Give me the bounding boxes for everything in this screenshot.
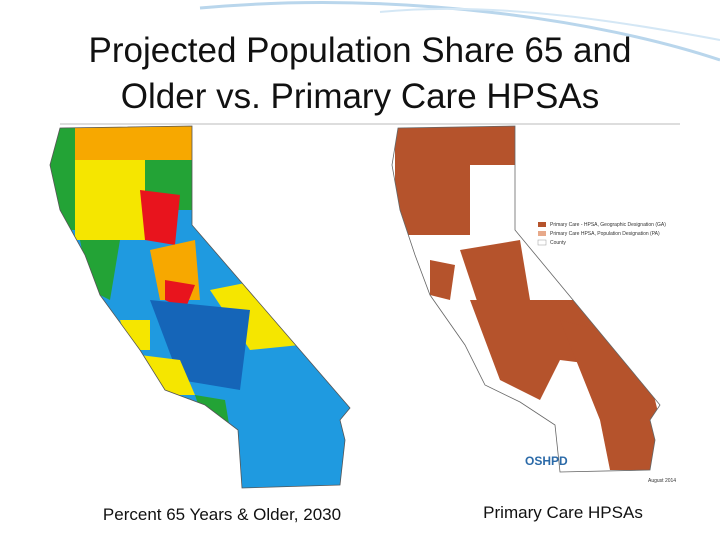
- decor-arc: [379, 7, 720, 41]
- right-map: [392, 126, 660, 472]
- legend-swatch: [537, 239, 547, 246]
- region: [75, 160, 145, 240]
- state-outline: [391, 125, 661, 473]
- region: [470, 126, 515, 165]
- decor-arc: [199, 1, 720, 62]
- region: [210, 280, 300, 350]
- legend-swatch: [538, 222, 546, 227]
- legend-label: County: [550, 240, 566, 246]
- region: [140, 190, 180, 245]
- region: [195, 395, 230, 430]
- map-date: August 2014: [648, 478, 676, 484]
- region: [430, 260, 455, 300]
- agency-logo: OSHPD: [525, 454, 568, 468]
- right-caption: Primary Care HPSAs: [483, 503, 643, 522]
- title-line: Projected Population Share 65 and: [89, 31, 632, 70]
- left-caption: Percent 65 Years & Older, 2030: [103, 505, 341, 524]
- left-map: [50, 126, 350, 488]
- legend-label: Primary Care HPSA, Population Designatio…: [550, 231, 660, 237]
- region: [460, 240, 530, 310]
- title-line: Older vs. Primary Care HPSAs: [121, 77, 599, 116]
- region: [600, 420, 660, 470]
- region: [120, 320, 150, 350]
- region: [150, 300, 250, 390]
- legend-swatch: [538, 231, 546, 236]
- state-outline: [49, 125, 351, 489]
- legend-label: Primary Care - HPSA, Geographic Designat…: [550, 222, 666, 228]
- region: [395, 126, 470, 235]
